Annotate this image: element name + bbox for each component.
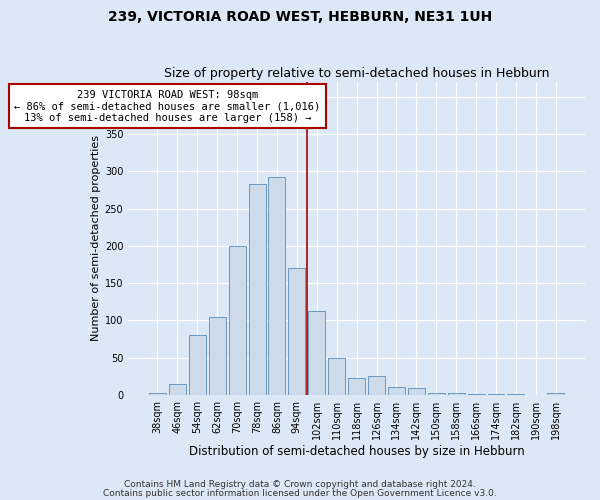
Bar [289,268,305,395]
Bar [229,246,245,395]
Text: Contains public sector information licensed under the Open Government Licence v3: Contains public sector information licen… [103,488,497,498]
Bar [467,394,485,395]
Bar [169,384,186,395]
Text: Contains HM Land Registry data © Crown copyright and database right 2024.: Contains HM Land Registry data © Crown c… [124,480,476,489]
Y-axis label: Number of semi-detached properties: Number of semi-detached properties [91,136,101,342]
Bar [248,184,266,395]
Bar [308,312,325,395]
Bar [488,394,505,395]
Bar [408,388,425,395]
Bar [368,376,385,395]
Bar [547,392,564,395]
Bar [428,392,445,395]
Text: 239, VICTORIA ROAD WEST, HEBBURN, NE31 1UH: 239, VICTORIA ROAD WEST, HEBBURN, NE31 1… [108,10,492,24]
Bar [388,386,405,395]
Bar [149,392,166,395]
Bar [189,336,206,395]
Bar [209,316,226,395]
Bar [328,358,345,395]
Bar [448,394,464,395]
X-axis label: Distribution of semi-detached houses by size in Hebburn: Distribution of semi-detached houses by … [189,444,524,458]
Bar [268,176,286,395]
Bar [508,394,524,395]
Bar [348,378,365,395]
Title: Size of property relative to semi-detached houses in Hebburn: Size of property relative to semi-detach… [164,66,550,80]
Text: 239 VICTORIA ROAD WEST: 98sqm
← 86% of semi-detached houses are smaller (1,016)
: 239 VICTORIA ROAD WEST: 98sqm ← 86% of s… [14,90,320,122]
